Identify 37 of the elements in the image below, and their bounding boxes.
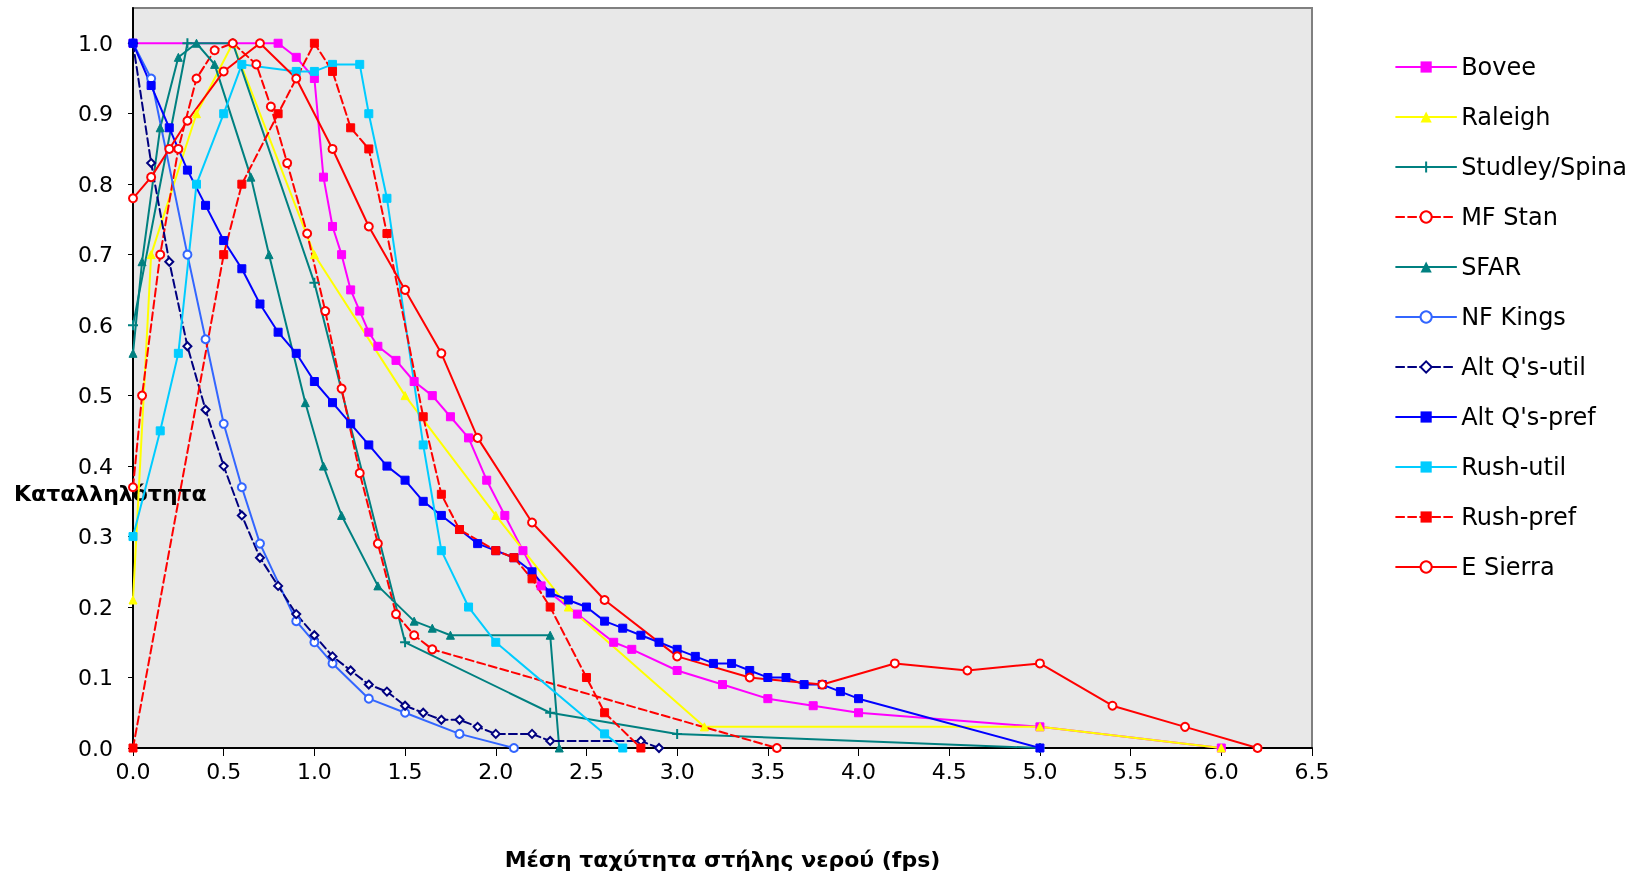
x-tick-label: 4.0	[841, 758, 877, 784]
legend-label: Alt Q's-util	[1461, 353, 1586, 381]
x-tick-label: 5.5	[1113, 758, 1149, 784]
legend-label: NF Kings	[1461, 303, 1566, 331]
y-tick-label: 0.2	[78, 594, 113, 620]
y-tick-label: 0.6	[78, 312, 113, 338]
y-tick-label: 0.4	[78, 453, 113, 479]
legend-label: Rush-util	[1461, 453, 1567, 481]
legend-label: Studley/Spina	[1461, 153, 1628, 181]
x-tick-label: 0.0	[115, 758, 151, 784]
legend-label: MF Stan	[1461, 203, 1558, 231]
x-tick-label: 5.0	[1022, 758, 1058, 784]
y-tick-label: 0.1	[78, 665, 113, 691]
x-axis-title: Μέση ταχύτητα στήλης νερού (fps)	[504, 846, 941, 872]
y-tick-label: 0.3	[78, 524, 113, 550]
legend-label: Bovee	[1461, 53, 1537, 81]
y-tick-label: 0.0	[78, 735, 113, 761]
x-tick-label: 6.0	[1203, 758, 1239, 784]
y-tick-label: 0.7	[78, 242, 113, 268]
legend-label: Rush-pref	[1461, 503, 1577, 531]
x-tick-label: 2.0	[478, 758, 514, 784]
x-tick-label: 3.5	[750, 758, 786, 784]
y-tick-label: 0.5	[78, 383, 113, 409]
x-tick-label: 4.5	[931, 758, 967, 784]
x-tick-label: 1.0	[296, 758, 332, 784]
x-tick-label: 1.5	[387, 758, 423, 784]
legend-label: E Sierra	[1461, 553, 1555, 581]
y-tick-label: 0.9	[78, 101, 113, 127]
legend-label: Alt Q's-pref	[1461, 403, 1597, 431]
x-tick-label: 0.5	[206, 758, 242, 784]
y-tick-label: 1.0	[78, 30, 113, 56]
legend-label: SFAR	[1461, 253, 1522, 281]
legend-label: Raleigh	[1461, 103, 1551, 131]
y-tick-label: 0.8	[78, 171, 113, 197]
x-tick-label: 6.5	[1294, 758, 1330, 784]
x-tick-label: 3.0	[659, 758, 695, 784]
x-tick-label: 2.5	[568, 758, 604, 784]
